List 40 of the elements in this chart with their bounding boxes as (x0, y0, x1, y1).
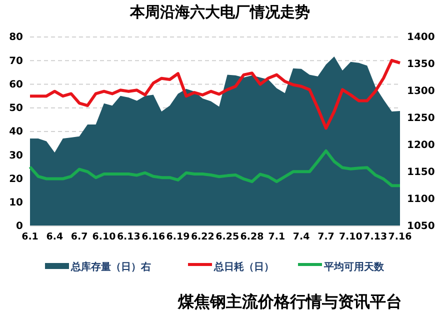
y2-tick-label: 1200 (407, 140, 435, 152)
x-tick-label: 6.16 (142, 231, 166, 242)
x-tick-label: 7.16 (388, 231, 412, 242)
x-tick-label: 6.1 (22, 231, 38, 242)
y-tick-label: 80 (9, 32, 24, 44)
legend-label: 平均可用天数 (323, 261, 385, 273)
x-tick-label: 6.25 (216, 231, 240, 242)
chart-title: 本周沿海六大电厂情况走势 (129, 3, 310, 21)
x-tick-label: 6.19 (166, 231, 190, 242)
legend-label: 总日耗（日） (213, 261, 274, 273)
y-tick-label: 0 (16, 221, 24, 232)
x-tick-label: 6.28 (240, 231, 264, 242)
text: 煤焦钢主流价格行情与资讯平台 (177, 292, 402, 311)
x-tick-label: 7.13 (364, 231, 388, 242)
y-tick-label: 50 (9, 103, 24, 114)
x-tick-label: 6.13 (116, 231, 140, 242)
x-tick-label: 6.7 (70, 231, 88, 242)
line-series (28, 149, 402, 188)
y-tick-label: 10 (9, 198, 24, 209)
y2-tick-label: 1300 (407, 86, 435, 98)
x-tick-label: 7.10 (338, 231, 363, 242)
x-tick-label: 6.10 (92, 231, 116, 242)
y-tick-label: 40 (9, 126, 24, 138)
x-tick-label: 7.4 (292, 231, 310, 242)
line-series (28, 58, 402, 130)
y2-tick-label: 1050 (407, 221, 435, 232)
x-tick-label: 7.1 (268, 231, 286, 242)
y2-tick-label: 1100 (407, 194, 435, 206)
y2-tick-label: 1350 (407, 59, 435, 70)
legend-label: 总库存量（日）右 (70, 261, 151, 273)
y-tick-label: 20 (9, 174, 24, 185)
y-tick-label: 60 (9, 79, 24, 90)
y2-tick-label: 1250 (407, 113, 435, 124)
y-tick-label: 70 (9, 56, 24, 67)
x-tick-label: 6.4 (46, 231, 64, 242)
y2-tick-label: 1400 (407, 32, 435, 44)
x-tick-label: 7.7 (318, 231, 334, 242)
x-tick-label: 6.22 (190, 231, 214, 242)
y2-tick-label: 1150 (407, 167, 435, 178)
y-tick-label: 30 (9, 150, 24, 162)
